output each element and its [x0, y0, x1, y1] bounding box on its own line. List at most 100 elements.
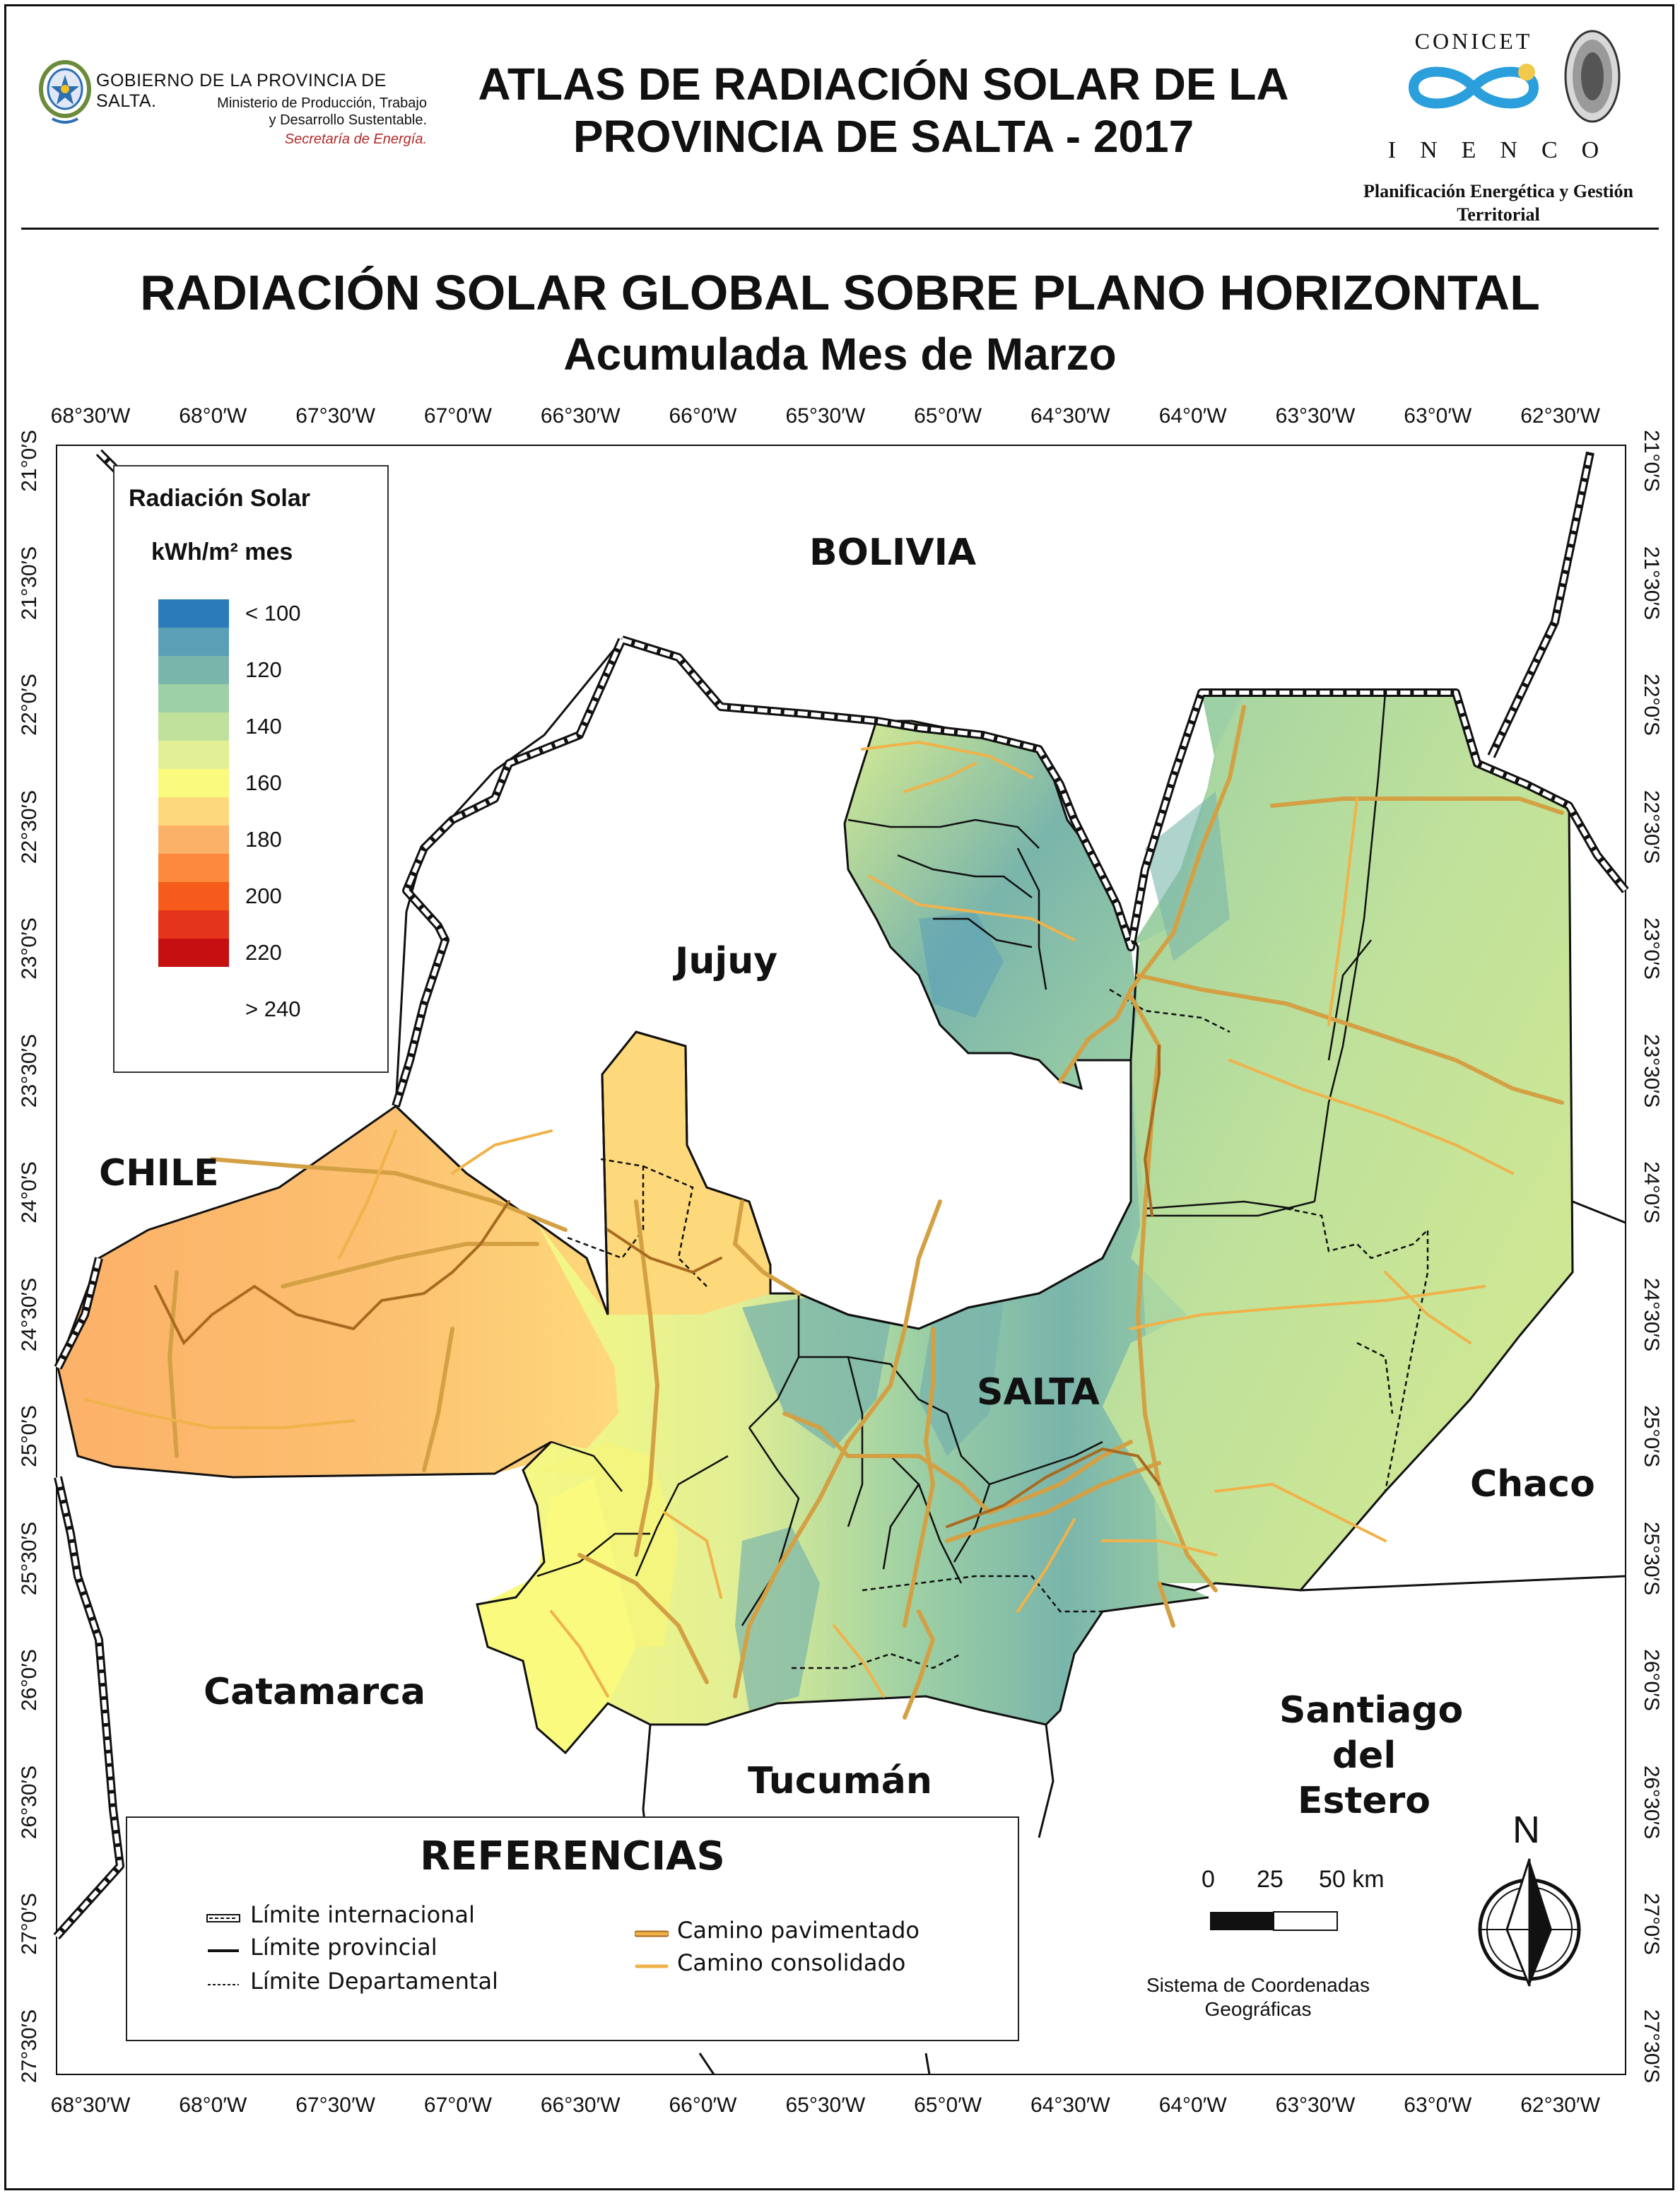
latitude-tick-label: 21°30′S	[1640, 546, 1663, 620]
atlas-title: ATLAS DE RADIACIÓN SOLAR DE LA PROVINCIA…	[452, 58, 1315, 163]
prov-boundary-symbol	[208, 1949, 239, 1952]
longitude-tick-label: 65°0′W	[914, 2094, 982, 2117]
salta-seal-icon	[39, 60, 91, 124]
longitude-tick-label: 68°0′W	[179, 2094, 247, 2117]
legend-label: 180	[245, 827, 282, 852]
conicet-logo-icon	[1408, 64, 1539, 109]
legend-label: 200	[245, 883, 282, 908]
legend-swatch	[158, 628, 229, 656]
dept-boundary-symbol	[208, 1984, 239, 1985]
gov-ministry-line2: y Desarrollo Sustentable.	[269, 112, 427, 128]
latitude-tick-label: 24°30′S	[18, 1277, 41, 1351]
crs-note: Sistema de Coordenadas Geográficas	[1124, 1973, 1392, 2021]
gov-secretariat: Secretaría de Energía.	[284, 131, 427, 147]
longitude-tick-label: 62°30′W	[1520, 2094, 1600, 2117]
atlas-title-line2: PROVINCIA DE SALTA - 2017	[572, 111, 1194, 162]
label-chile: CHILE	[99, 1152, 219, 1194]
latitude-tick-label: 22°30′S	[1640, 789, 1663, 864]
ref-consolidated-label: Camino consolidado	[677, 1949, 906, 1976]
map-frame	[56, 445, 1626, 2075]
latitude-tick-label: 25°30′S	[1640, 1521, 1663, 1595]
scale-label-50km: 50 km	[1319, 1866, 1385, 1893]
latitude-tick-label: 22°30′S	[18, 789, 41, 864]
latitude-tick-label: 23°0′S	[1640, 917, 1663, 980]
legend-swatch	[158, 599, 229, 628]
latitude-tick-label: 23°0′S	[18, 917, 41, 980]
inenco-seal-icon	[1564, 30, 1621, 123]
inenco-sub-line1: Planificación Energética y Gestión	[1363, 181, 1633, 201]
inenco-sub-line2: Territorial	[1457, 204, 1540, 225]
legend-label: 220	[245, 940, 282, 965]
crs-note-line2: Geográficas	[1204, 1998, 1312, 2020]
north-label: N	[1512, 1809, 1540, 1851]
latitude-tick-label: 26°30′S	[1640, 1765, 1663, 1839]
intl-boundary-symbol	[206, 1914, 240, 1922]
atlas-title-line1: ATLAS DE RADIACIÓN SOLAR DE LA	[478, 59, 1289, 110]
label-salta: SALTA	[977, 1371, 1100, 1414]
boundary-fragment	[698, 2053, 715, 2075]
longitude-tick-label: 62°30′W	[1520, 404, 1600, 428]
label-catamarca: Catamarca	[204, 1671, 426, 1713]
latitude-tick-label: 23°30′S	[1640, 1033, 1663, 1108]
gov-ministry-line1: Ministerio de Producción, Trabajo	[217, 95, 427, 111]
longitude-tick-label: 66°0′W	[669, 2094, 737, 2117]
longitude-tick-label: 65°30′W	[785, 404, 866, 428]
tucuman-boundary-east	[1038, 1724, 1055, 1838]
gov-name: GOBIERNO DE LA PROVINCIA DE SALTA.	[96, 71, 387, 111]
references-box: REFERENCIAS Límite internacional Límite …	[126, 1816, 1019, 2041]
latitude-tick-label: 26°30′S	[18, 1765, 41, 1839]
crs-note-line1: Sistema de Coordenadas	[1146, 1974, 1370, 1996]
legend-swatch	[158, 910, 229, 939]
label-santiago-del-estero: Santiago del Estero	[1279, 1688, 1464, 1824]
latitude-tick-label: 22°0′S	[18, 674, 41, 736]
longitude-tick-label: 67°30′W	[295, 2094, 375, 2117]
longitude-tick-label: 66°0′W	[669, 404, 737, 428]
label-jujuy: Jujuy	[675, 940, 778, 982]
paved-roads	[167, 705, 1564, 1720]
latitude-tick-label: 26°0′S	[18, 1649, 41, 1711]
header-divider	[21, 228, 1659, 230]
legend-swatch	[158, 939, 229, 967]
salta-boundary-south	[57, 1367, 1209, 1755]
longitude-tick-label: 64°30′W	[1030, 2094, 1110, 2117]
longitude-tick-label: 63°30′W	[1275, 2094, 1356, 2117]
inenco-name: INENCO	[1387, 137, 1623, 163]
latitude-tick-label: 21°30′S	[18, 546, 41, 620]
longitude-tick-label: 68°30′W	[50, 404, 131, 428]
longitude-tick-label: 67°0′W	[423, 2094, 492, 2117]
department-limits-solid	[536, 692, 1387, 1626]
legend-unit: kWh/m² mes	[151, 539, 293, 565]
radiation-legend: Radiación Solar kWh/m² mes < 100 120 140 16…	[113, 465, 389, 1073]
legend-swatch	[158, 741, 229, 769]
legend-swatch	[158, 769, 229, 797]
chaco-santiago-boundary	[1300, 1575, 1626, 1592]
legend-label: 120	[245, 657, 282, 682]
inenco-subtitle: Planificación Energética y Gestión Terri…	[1336, 180, 1661, 226]
chaco-boundary-north	[1572, 1200, 1626, 1224]
ref-prov-label: Límite provincial	[250, 1934, 437, 1961]
gov-logo-block: GOBIERNO DE LA PROVINCIA DE SALTA. Minis…	[37, 58, 433, 157]
label-chaco: Chaco	[1470, 1463, 1595, 1505]
latitude-tick-label: 24°0′S	[1640, 1161, 1663, 1223]
longitude-tick-label: 68°30′W	[50, 2094, 131, 2117]
legend-label: 160	[245, 770, 282, 795]
ref-dept-label: Límite Departamental	[250, 1968, 498, 1995]
legend-label: > 240	[245, 997, 301, 1021]
longitude-tick-label: 66°30′W	[540, 404, 621, 428]
north-arrow-icon	[1478, 1858, 1581, 1987]
latitude-tick-label: 21°0′S	[1640, 430, 1663, 492]
longitude-tick-label: 66°30′W	[540, 2094, 621, 2117]
conicet-name: CONICET	[1414, 28, 1533, 54]
legend-label: 140	[245, 714, 282, 739]
latitude-tick-label: 25°0′S	[18, 1405, 41, 1467]
longitude-tick-label: 67°0′W	[423, 404, 492, 428]
longitude-tick-label: 63°0′W	[1404, 404, 1472, 428]
scale-label-0: 0	[1202, 1866, 1215, 1893]
label-santiago-line2: del	[1332, 1734, 1397, 1777]
scale-label-25: 25	[1257, 1866, 1284, 1893]
ref-paved-label: Camino pavimentado	[677, 1917, 920, 1944]
latitude-tick-label: 21°0′S	[18, 430, 41, 492]
longitude-tick-label: 63°30′W	[1275, 404, 1356, 428]
label-santiago-line1: Santiago	[1279, 1689, 1464, 1732]
